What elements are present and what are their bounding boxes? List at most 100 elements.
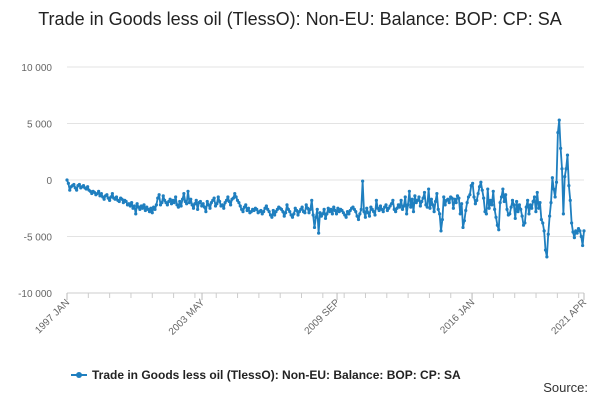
data-point [329, 207, 333, 211]
data-point [347, 212, 351, 216]
data-point [317, 231, 321, 235]
data-point [255, 207, 259, 211]
data-point [318, 211, 322, 215]
data-point [227, 199, 231, 204]
data-point [458, 212, 462, 216]
data-point [178, 199, 182, 204]
data-point [446, 197, 450, 201]
data-point [407, 189, 411, 193]
data-point [502, 199, 506, 204]
data-point [548, 214, 552, 218]
data-point [405, 212, 409, 216]
legend: Trade in Goods less oil (TlessO): Non-EU… [71, 368, 461, 382]
data-point [432, 210, 436, 214]
data-point [102, 197, 106, 201]
data-point [501, 187, 505, 191]
data-point [504, 193, 508, 197]
data-point [295, 208, 299, 213]
data-point [549, 201, 553, 205]
data-point [222, 206, 226, 210]
data-point [554, 180, 559, 184]
data-point [372, 210, 376, 214]
data-point [285, 203, 289, 207]
data-point [546, 232, 550, 236]
gridlines [67, 66, 584, 294]
data-point [172, 201, 176, 205]
data-point [321, 212, 325, 216]
data-point [572, 236, 576, 240]
data-point [491, 189, 495, 193]
x-axis: 1997 JAN 2003 MAY 2009 SEP 2016 JAN 2021 APR [33, 292, 589, 338]
data-point [560, 167, 564, 171]
data-point [198, 199, 202, 204]
data-point [497, 228, 501, 232]
data-point [582, 229, 586, 233]
data-point [436, 207, 440, 211]
data-point [440, 217, 444, 222]
data-point [416, 198, 420, 202]
series-layer [65, 118, 586, 259]
data-point [202, 205, 207, 209]
data-point [244, 203, 248, 207]
data-point [366, 211, 370, 215]
data-point [428, 206, 432, 210]
data-point [218, 199, 222, 204]
data-point [344, 215, 348, 219]
data-point [513, 216, 517, 221]
data-point [395, 206, 399, 210]
data-point [270, 215, 274, 219]
data-point [296, 213, 300, 217]
data-point [310, 198, 314, 202]
data-point [273, 213, 277, 217]
data-point [524, 205, 528, 209]
data-point [65, 178, 69, 182]
data-point [443, 203, 447, 207]
data-point [398, 205, 402, 209]
data-point [220, 203, 224, 207]
data-point [460, 202, 464, 206]
data-point [105, 193, 109, 197]
data-point [579, 234, 583, 239]
data-point [519, 207, 523, 211]
data-point [196, 207, 200, 211]
data-point [189, 197, 193, 201]
data-point [216, 195, 220, 199]
data-point [509, 205, 513, 209]
data-point [330, 212, 334, 216]
data-point [185, 202, 189, 206]
data-point [427, 187, 431, 191]
data-point [361, 179, 365, 183]
data-point [128, 204, 132, 208]
data-point [306, 206, 310, 210]
data-point [411, 210, 416, 214]
data-point [134, 212, 138, 216]
data-point [300, 205, 304, 209]
data-point [215, 202, 219, 206]
data-point [457, 196, 461, 200]
data-point [505, 207, 509, 211]
y-tick-label: 5 000 [27, 120, 52, 131]
data-point [99, 191, 103, 196]
data-point [130, 201, 134, 205]
data-point [433, 199, 438, 204]
data-point [354, 210, 358, 214]
data-point [246, 206, 251, 210]
data-point [541, 221, 545, 225]
data-point [471, 181, 475, 185]
data-point [77, 182, 81, 187]
data-point [384, 203, 388, 207]
data-point [271, 208, 275, 213]
data-point [182, 191, 186, 196]
data-point [147, 210, 152, 214]
data-point [311, 213, 315, 217]
data-point [66, 181, 70, 185]
data-point [557, 118, 561, 122]
data-point [484, 212, 488, 216]
data-point [413, 194, 417, 198]
data-point [237, 201, 241, 205]
data-point [233, 191, 237, 196]
data-point [464, 208, 468, 213]
data-point [191, 206, 196, 210]
data-point [201, 202, 205, 206]
